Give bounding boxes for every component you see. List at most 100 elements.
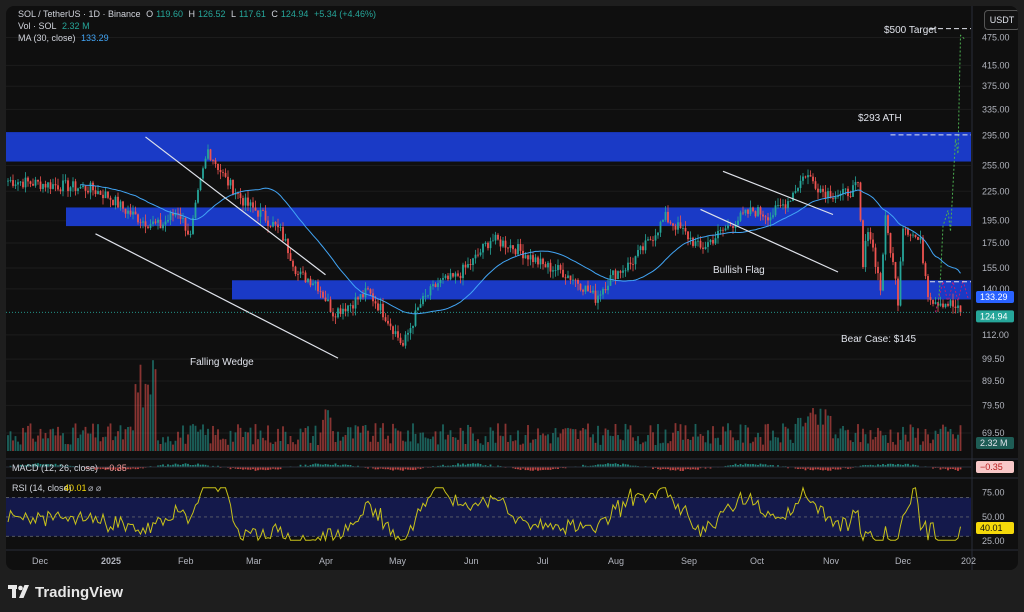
volume-bar (877, 427, 879, 451)
volume-bar (227, 444, 229, 451)
macd-bar (54, 463, 57, 467)
candle-body (657, 232, 659, 236)
candle-body (74, 181, 77, 191)
candle-body (467, 264, 469, 268)
brand-name: TradingView (35, 583, 124, 601)
macd-bar (419, 467, 422, 470)
candle-body (309, 278, 312, 286)
candle-body (729, 225, 732, 227)
volume-bar (922, 441, 924, 451)
macd-bar (309, 464, 312, 467)
volume-bar (642, 442, 644, 451)
macd-bar (174, 463, 177, 467)
volume-bar (717, 437, 719, 451)
macd-bar (437, 465, 439, 467)
volume-bar (344, 435, 347, 451)
macd-bar (172, 464, 174, 467)
candle-body (477, 254, 479, 256)
macd-bar (629, 465, 632, 467)
volume-bar (117, 431, 119, 451)
candle-body (782, 204, 784, 206)
candle-body (894, 262, 897, 279)
volume-bar (139, 364, 142, 451)
volume-bar (634, 440, 637, 451)
macd-bar (724, 465, 727, 467)
candle-body (812, 176, 814, 182)
candle-body (257, 210, 259, 217)
volume-bar (577, 439, 579, 451)
candle-body (252, 202, 254, 208)
macd-bar (159, 465, 162, 467)
macd-bar (554, 467, 557, 469)
volume-bar (917, 428, 919, 451)
volume-bar (314, 425, 317, 451)
candle-body (269, 225, 272, 227)
candle-body (324, 297, 327, 302)
tradingview-logo[interactable]: TradingView (8, 582, 123, 602)
candle-body (797, 188, 799, 192)
macd-bar (422, 467, 424, 469)
volume-bar (714, 438, 717, 451)
candle-body (594, 290, 597, 303)
macd-bar (157, 465, 159, 467)
target-label: $500 Target (884, 25, 937, 36)
volume-bar (274, 441, 277, 451)
volume-bar (119, 425, 122, 451)
price-chart[interactable]: $500 Target $293 ATH Bullish Flag Falling W… (6, 6, 1018, 570)
candle-body (659, 221, 662, 233)
currency-button[interactable]: USDT (984, 10, 1018, 30)
volume-bar (807, 416, 809, 451)
symbol-line: SOL / TetherUS · 1D · Binance (18, 9, 141, 19)
candle-body (447, 275, 449, 280)
volume-bar (749, 443, 752, 451)
volume-bar (494, 442, 497, 451)
candle-body (877, 266, 879, 274)
macd-bar (182, 464, 184, 467)
candle-body (519, 244, 522, 251)
volume-bar (349, 427, 352, 451)
volume-bar (182, 425, 184, 451)
tradingview-icon (8, 585, 29, 598)
macd-bar (184, 463, 187, 467)
candle-body (794, 191, 797, 193)
volume-bar (497, 423, 499, 451)
volume-bar (837, 438, 839, 451)
bull-projection-line (937, 34, 966, 308)
macd-bar (877, 464, 879, 467)
macd-bar (534, 467, 537, 470)
volume-bar (272, 443, 274, 451)
macd-bar (339, 465, 342, 467)
volume-bar (39, 428, 42, 451)
candle-body (767, 217, 769, 221)
candle-body (394, 331, 397, 335)
macd-bar (169, 465, 172, 467)
macd-bar (584, 465, 587, 467)
macd-bar (349, 465, 352, 467)
candle-body (547, 262, 549, 268)
candle-body (27, 177, 29, 182)
volume-bar (954, 438, 957, 451)
rsi-axis-label: 25.00 (982, 536, 1005, 546)
volume-bar (519, 444, 522, 451)
volume-bar (359, 432, 362, 451)
macd-bar (517, 467, 519, 470)
price-axis-label: 255.00 (982, 161, 1010, 171)
macd-bar (52, 464, 54, 467)
macd-bar (709, 467, 712, 469)
volume-bar (659, 443, 662, 451)
candle-body (429, 286, 432, 296)
volume-bar (279, 440, 282, 451)
volume-bar (919, 444, 922, 451)
macd-bar (177, 464, 179, 467)
candle-body (509, 245, 512, 248)
candle-body (347, 305, 349, 312)
volume-bar (62, 433, 64, 451)
volume-bar (334, 441, 337, 451)
macd-badge-bg (976, 461, 1014, 473)
macd-bar (812, 467, 814, 471)
candle-body (112, 199, 114, 206)
volume-bar (507, 441, 509, 451)
chart-area[interactable]: $500 Target $293 ATH Bullish Flag Falling W… (6, 6, 1018, 570)
macd-bar (447, 465, 449, 467)
vol-label: Vol · SOL (18, 21, 57, 31)
